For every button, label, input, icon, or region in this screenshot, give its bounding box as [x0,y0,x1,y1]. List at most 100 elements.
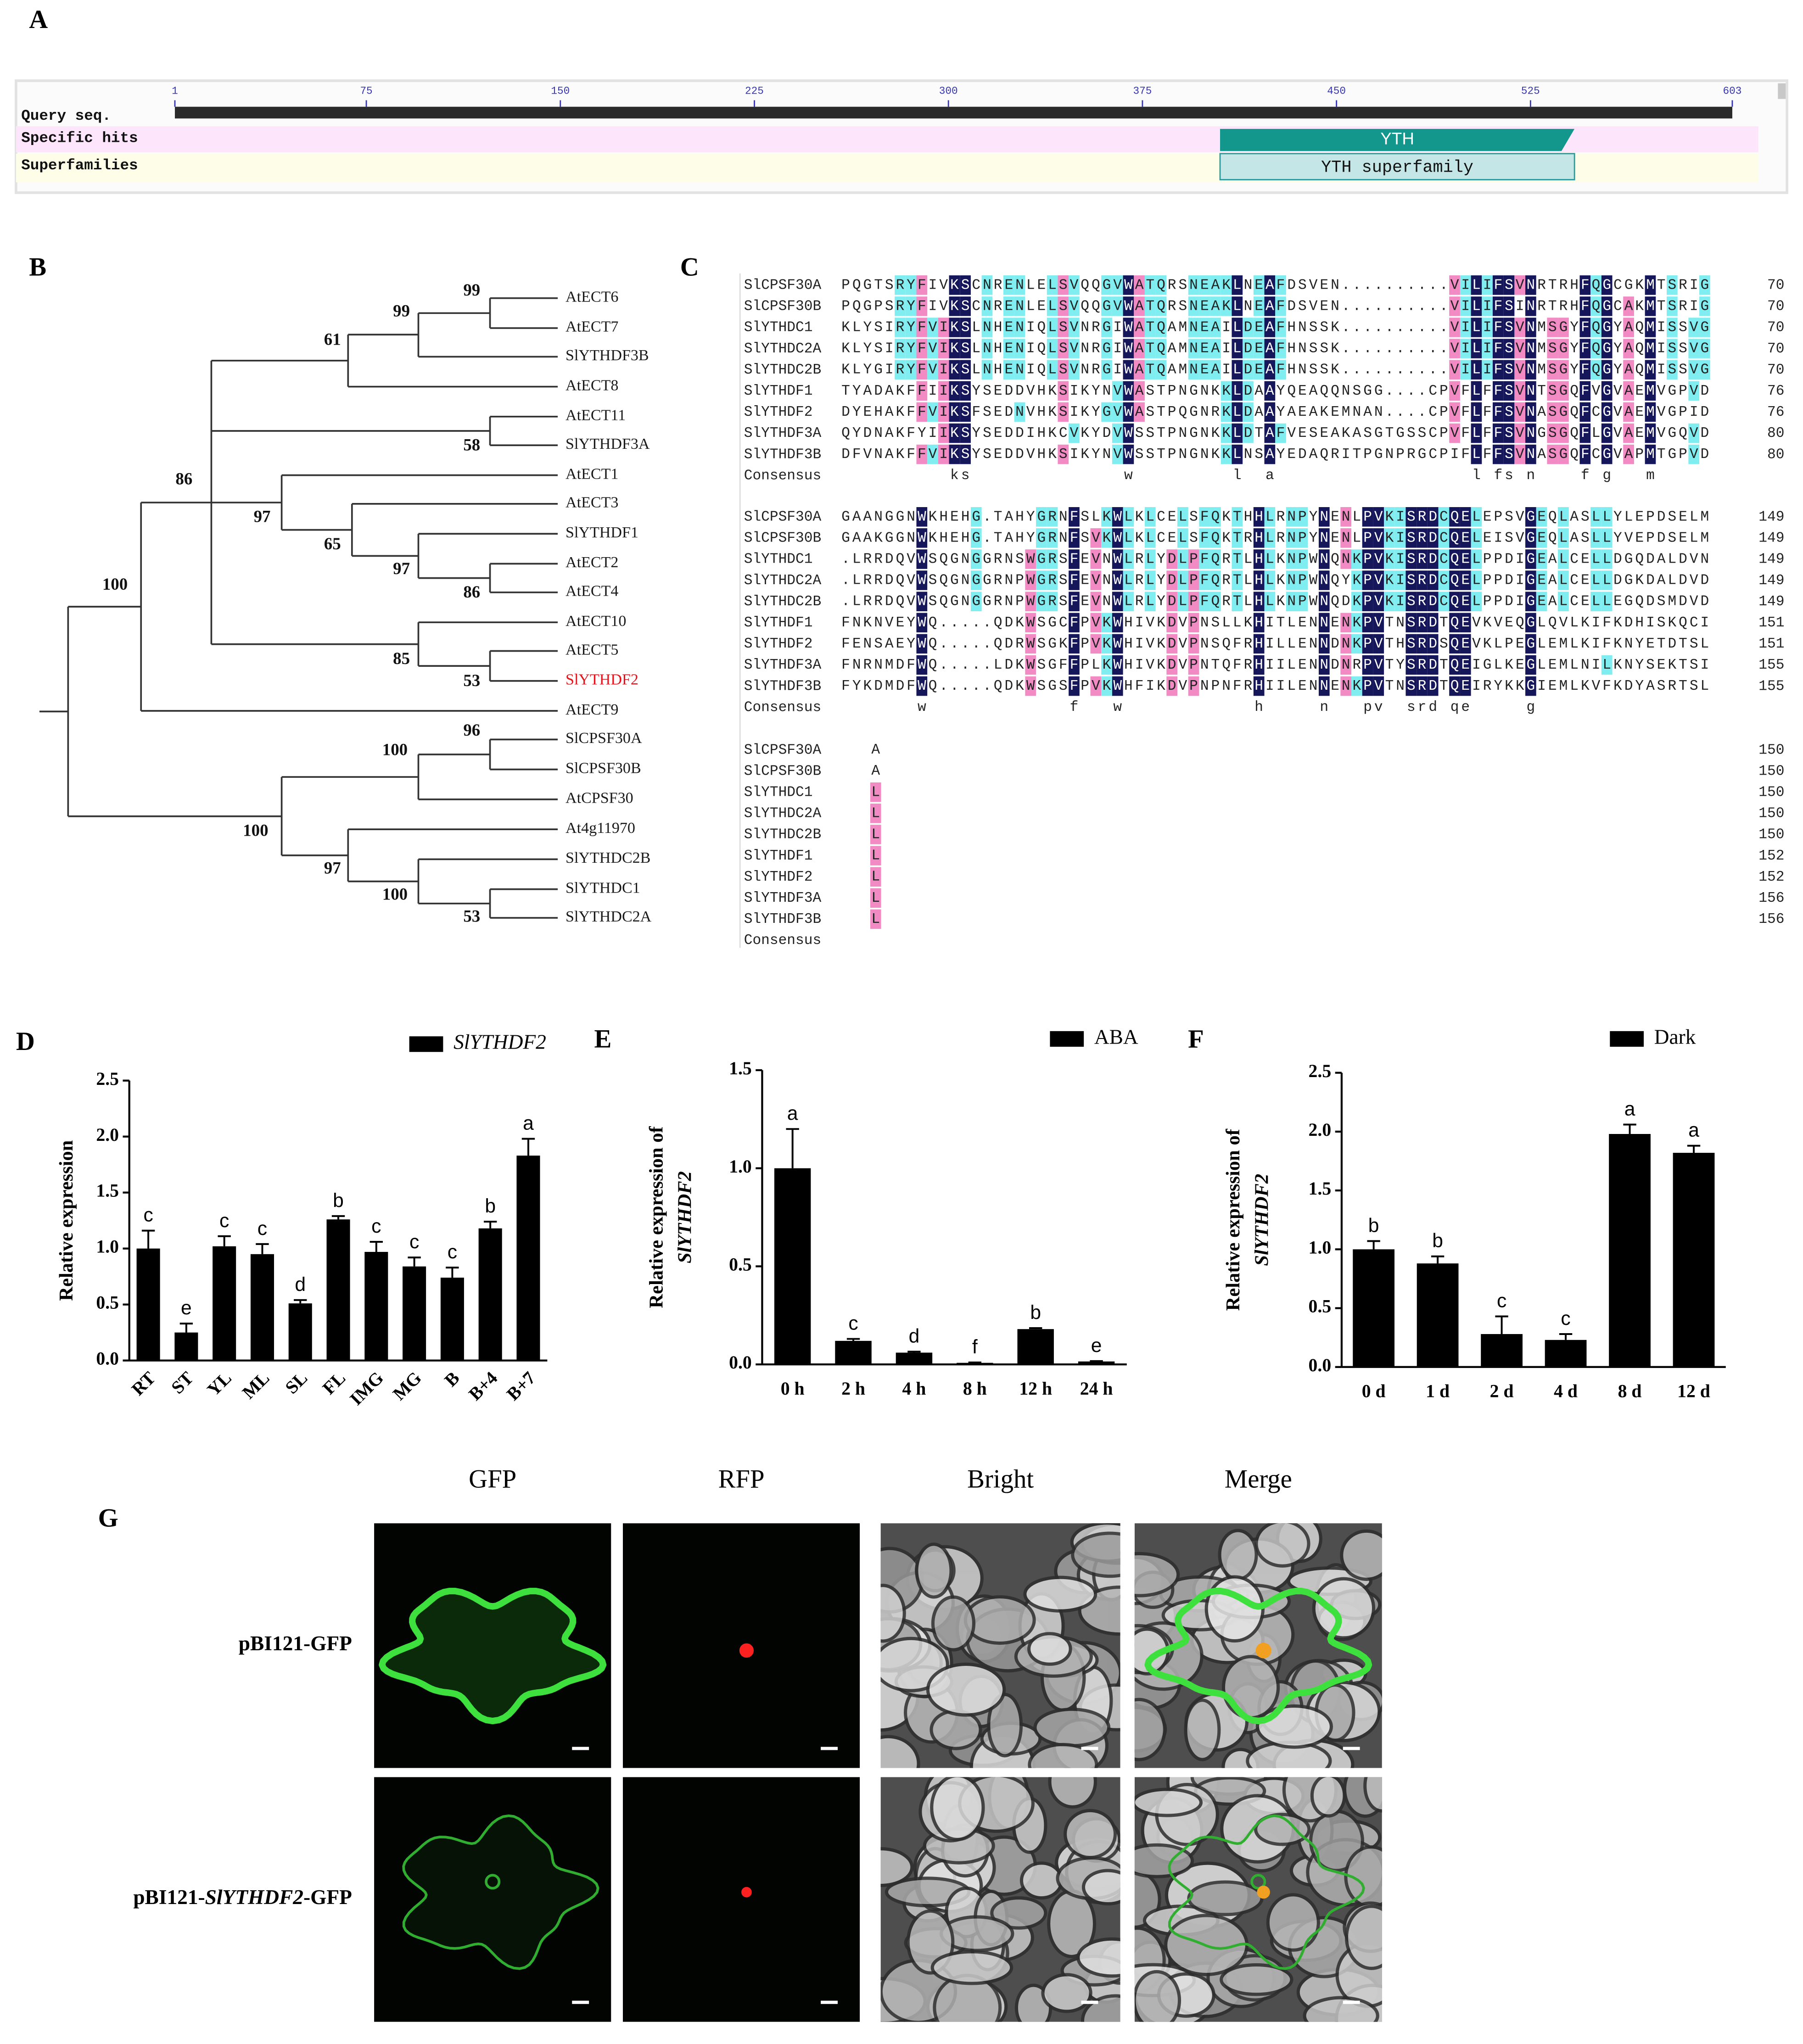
y-tick-label: 1.0 [1309,1237,1332,1257]
residue-highlight [1405,592,1417,611]
significance-letter: e [181,1297,192,1319]
residue-highlight [1601,339,1613,358]
residue-highlight [916,444,928,464]
cell [915,1542,953,1599]
gfp-signal [379,1587,607,1725]
sequence-name: SlYTHDF2 [744,404,813,420]
residue-highlight [1579,339,1591,358]
residue-highlight [1558,318,1569,337]
cell [880,1584,906,1643]
residue-highlight [1058,339,1069,358]
cell [1027,1632,1072,1666]
residue-highlight [1188,570,1199,590]
sequence-end: 149 [1758,573,1784,589]
residue-highlight [1221,296,1232,316]
residue-highlight [1318,507,1330,527]
scale-tick-label: 450 [1327,85,1346,97]
residue-highlight [1623,423,1634,443]
y-tick-label: 2.0 [1309,1120,1332,1140]
residue-highlight [1253,275,1265,295]
bar [1545,1340,1587,1367]
leaf-label: AtECT11 [566,407,626,424]
residue-highlight [1318,570,1330,590]
error-bar [1431,1255,1445,1264]
residue-highlight [949,444,960,464]
sequence-end: 152 [1758,848,1784,864]
significance-letter: c [143,1204,153,1226]
residue-highlight [1536,592,1547,611]
panel-label: F [1188,1025,1204,1054]
residue-highlight [1536,528,1547,548]
x-tick-label: 4 d [1554,1381,1578,1402]
significance-letter: c [448,1241,457,1263]
residue-highlight [1460,339,1471,358]
bar [174,1332,198,1361]
legend-label: SlYTHDF2 [454,1031,546,1054]
sequence-name: SlYTHDF3A [744,890,822,906]
residue-highlight [1123,592,1134,611]
column-label: Bright [967,1464,1034,1493]
cell [930,1950,1013,1985]
residue-highlight [1590,296,1601,316]
residue-highlight [1112,549,1123,569]
residue-highlight [1514,402,1526,422]
residue-highlight [1318,634,1330,654]
residue-highlight [1362,676,1373,696]
residue-highlight [1123,549,1134,569]
residue-highlight [1449,528,1460,548]
residue-highlight [1058,318,1069,337]
sequence-name: SlYTHDF3A [744,657,822,673]
residue-highlight [1482,339,1493,358]
residue-highlight [1503,296,1515,316]
residue-highlight [1645,339,1656,358]
cell [1081,1994,1120,2022]
significance-letter: a [787,1102,798,1124]
residue-highlight [1645,296,1656,316]
cell [1340,1529,1382,1581]
residue-highlight [1199,360,1210,380]
residue-highlight [1318,655,1330,675]
residue-highlight [1514,339,1526,358]
row-label-part: -GFP [303,1886,352,1909]
residue-highlight [1427,592,1439,611]
x-tick-label: 1 d [1426,1381,1450,1402]
scale-tick-label: 375 [1133,85,1152,97]
residue-highlight [1286,549,1297,569]
sequence-end: 70 [1767,320,1784,336]
residue-highlight [960,381,971,401]
residue-highlight [1264,570,1276,590]
sequence-name: SlCPSF30B [744,299,821,315]
residue-highlight [1579,423,1591,443]
residue-highlight [1438,592,1450,611]
leaf-label: SlYTHDF2 [566,671,638,688]
residue-highlight [1503,402,1515,422]
residue-highlight [1590,360,1601,380]
residue-highlight [1058,275,1069,295]
error-bar [1687,1145,1701,1153]
leaf-label: SlCPSF30B [566,760,641,776]
x-tick-label: B [441,1368,464,1391]
residue-highlight [1362,655,1373,675]
residue-highlight [1069,613,1080,633]
residue-highlight [1645,444,1656,464]
bootstrap-value: 53 [463,907,480,926]
residue-highlight [1525,339,1536,358]
residue-highlight [1384,592,1395,611]
residue-highlight [1286,507,1297,527]
residue-highlight [1232,339,1243,358]
residue-highlight [1503,318,1515,337]
leaf-label: AtECT6 [566,288,618,305]
residue-highlight [916,549,928,569]
scale-tick-label: 150 [551,85,570,97]
leaf-label: SlYTHDC2A [566,908,652,925]
cell [1041,1973,1092,2013]
residue-highlight [1449,339,1460,358]
cell [1048,1777,1097,1809]
residue-highlight [1155,339,1167,358]
residue-highlight [1036,528,1047,548]
significance-letter: b [485,1195,496,1217]
bootstrap-value: 97 [324,859,341,877]
leaf-label: SlYTHDF3B [566,347,649,364]
residue-highlight [1112,570,1123,590]
